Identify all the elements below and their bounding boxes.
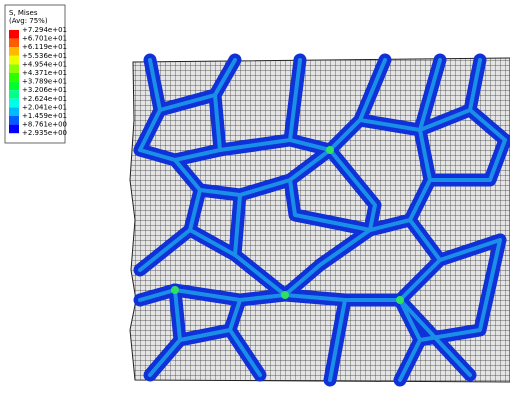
legend-swatch [9, 124, 19, 134]
legend-label: +4.371e+01 [22, 69, 67, 77]
boundary-inner [138, 93, 222, 162]
stress-spot [396, 296, 404, 304]
stress-spot [326, 146, 334, 154]
legend-label: +6.119e+01 [22, 43, 67, 51]
stress-spot [171, 286, 179, 294]
legend-swatch [9, 98, 19, 108]
boundary-inner [328, 298, 347, 382]
mesh-model [129, 53, 510, 387]
legend-label: +8.761e+00 [22, 121, 67, 129]
legend-label: +2.935e+00 [22, 129, 67, 137]
legend-label: +6.701e+01 [22, 35, 67, 43]
legend-swatch [9, 90, 19, 99]
boundary-inner [288, 128, 432, 232]
boundary-inner [288, 58, 387, 152]
legend-label: +3.206e+01 [22, 86, 67, 94]
legend-label: +3.789e+01 [22, 78, 67, 86]
boundary-inner [233, 228, 372, 297]
boundary-inner [228, 328, 262, 377]
boundary-inner [138, 288, 287, 302]
legend-label: +2.041e+01 [22, 103, 67, 111]
legend-label: +5.536e+01 [22, 52, 67, 60]
legend-swatch [9, 81, 19, 91]
grain-boundaries [133, 53, 510, 387]
legend-swatch [9, 107, 19, 116]
boundary-inner [468, 108, 507, 142]
legend: +7.294e+01+6.701e+01+6.119e+01+5.536e+01… [9, 26, 67, 137]
legend-label: +2.624e+01 [22, 95, 67, 103]
legend-label: +1.459e+01 [22, 112, 67, 120]
boundary-inner [398, 298, 472, 377]
boundary-inner [398, 238, 502, 342]
legend-label: +7.294e+01 [22, 26, 67, 34]
legend-swatch [9, 116, 19, 125]
legend-title: S, Mises [9, 9, 38, 17]
legend-label: +4.954e+01 [22, 60, 67, 68]
legend-swatch [9, 73, 19, 82]
boundary-inner [173, 158, 242, 257]
boundary-inner [428, 138, 507, 182]
boundary-inner [283, 258, 442, 302]
legend-swatch [9, 47, 19, 56]
boundary-inner [188, 228, 237, 257]
legend-swatch [9, 38, 19, 48]
boundary-inner [328, 148, 377, 232]
boundary-inner [398, 338, 422, 382]
legend-subtitle: (Avg: 75%) [9, 17, 48, 25]
legend-swatch [9, 55, 19, 65]
legend-swatch [9, 30, 19, 39]
stress-spot [281, 291, 289, 299]
legend-swatch [9, 64, 19, 73]
